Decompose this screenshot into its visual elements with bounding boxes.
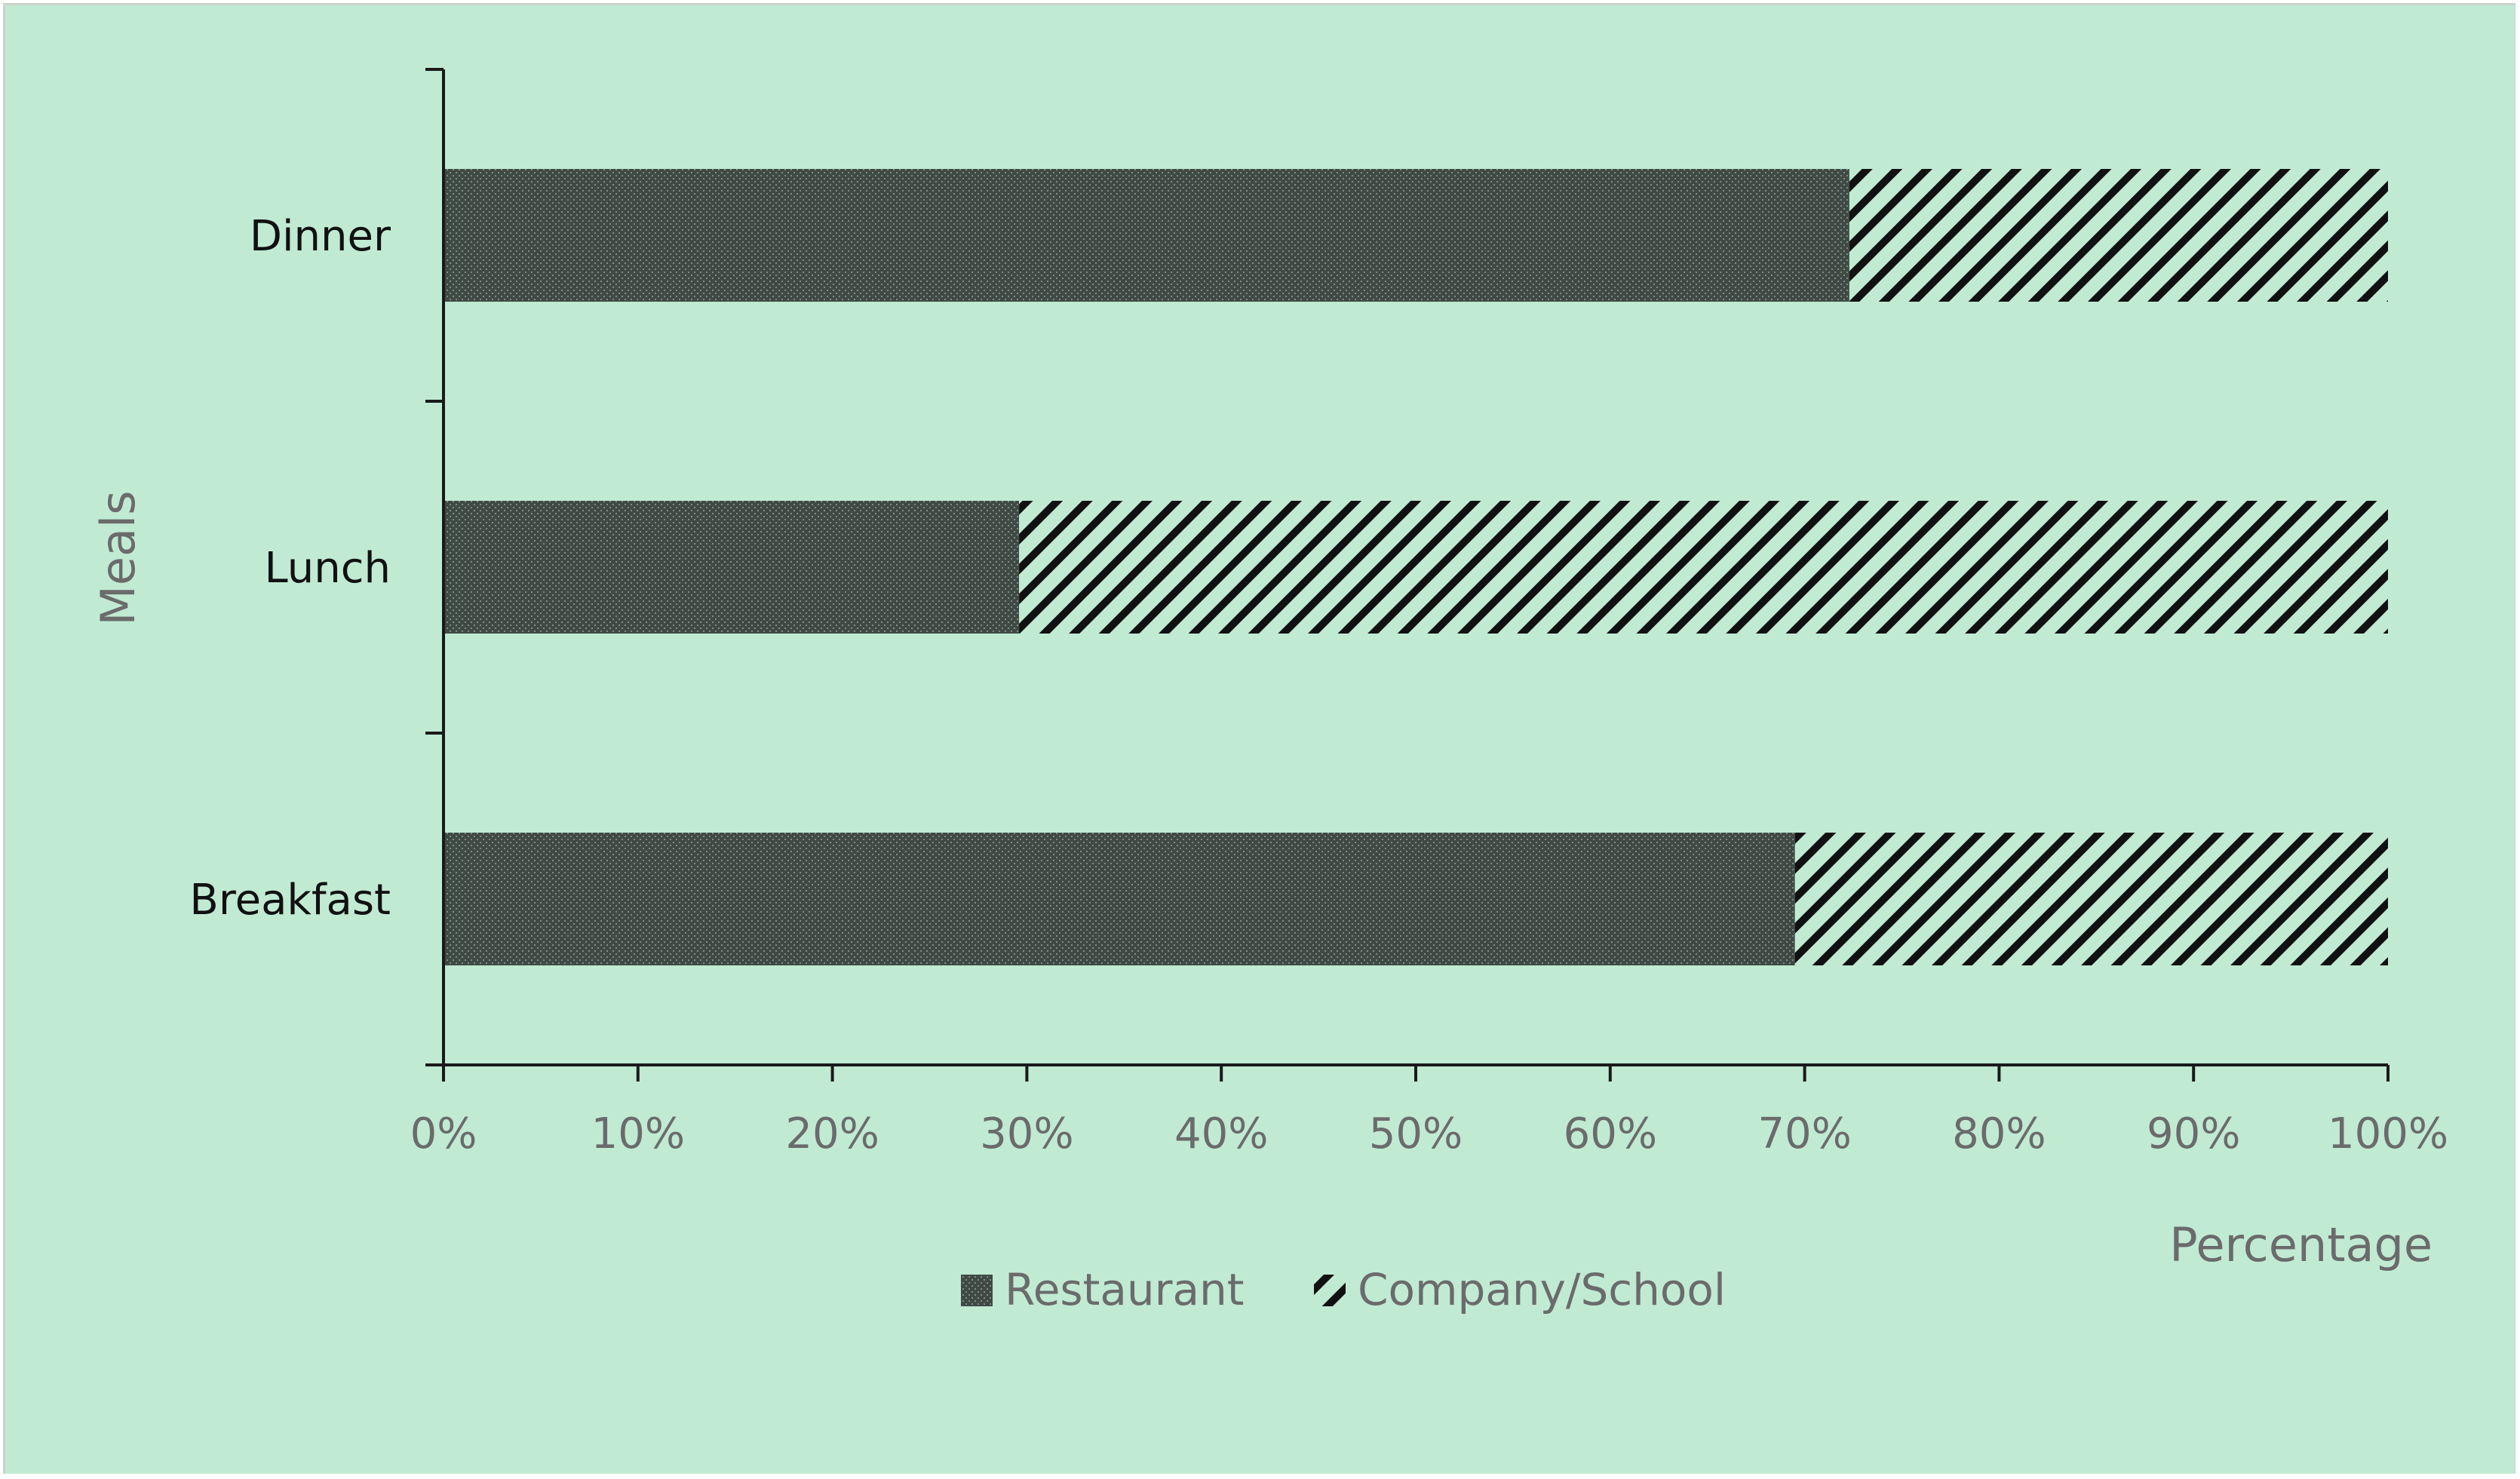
- bar-breakfast-restaurant: [444, 833, 1795, 965]
- legend-label-restaurant: Restaurant: [1005, 1264, 1245, 1315]
- x-tick-label-80: 80%: [1952, 1109, 2046, 1158]
- axes-layer: [425, 68, 2390, 1082]
- x-tick-label-90: 90%: [2147, 1109, 2240, 1158]
- category-label-dinner: Dinner: [250, 212, 391, 261]
- bar-breakfast-company-school: [1794, 833, 2388, 965]
- x-tick-label-60: 60%: [1564, 1109, 1657, 1158]
- x-tick-label-50: 50%: [1369, 1109, 1463, 1158]
- category-label-breakfast: Breakfast: [189, 876, 391, 925]
- x-tick-label-100: 100%: [2328, 1109, 2448, 1158]
- legend-label-company-school: Company/School: [1358, 1264, 1726, 1315]
- bar-lunch-restaurant: [444, 501, 1020, 634]
- bar-lunch-company-school: [1019, 501, 2388, 634]
- x-tick-label-20: 20%: [785, 1109, 879, 1158]
- x-tick-label-70: 70%: [1757, 1109, 1851, 1158]
- category-label-lunch: Lunch: [265, 544, 391, 593]
- y-axis-title: Meals: [91, 490, 146, 625]
- legend-swatch-company-school: [1314, 1275, 1346, 1306]
- x-tick-label-0: 0%: [410, 1109, 477, 1158]
- x-axis-title: Percentage: [2169, 1217, 2433, 1272]
- x-tick-label-40: 40%: [1174, 1109, 1268, 1158]
- bars-layer: [444, 169, 2388, 965]
- x-tick-label-10: 10%: [591, 1109, 685, 1158]
- bar-dinner-restaurant: [444, 169, 1849, 302]
- labels-layer: Dinner Lunch Breakfast 0% 10% 20% 30% 40% 50% 60%…: [189, 212, 2448, 1158]
- bar-dinner-company-school: [1849, 169, 2388, 302]
- legend-swatch-restaurant: [961, 1275, 993, 1306]
- legend: Restaurant Company/School: [961, 1264, 1726, 1315]
- x-tick-label-30: 30%: [980, 1109, 1073, 1158]
